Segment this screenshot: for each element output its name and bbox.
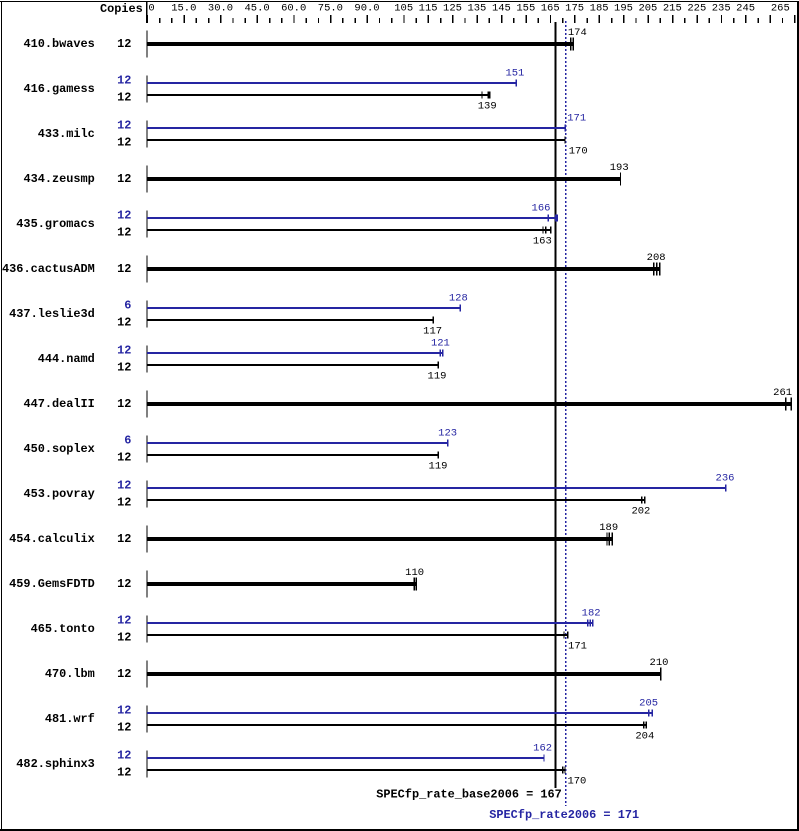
svg-text:Copies: Copies: [100, 2, 143, 16]
svg-text:12: 12: [117, 344, 131, 358]
svg-text:125: 125: [443, 3, 462, 15]
svg-text:12: 12: [117, 119, 131, 133]
svg-text:12: 12: [117, 720, 131, 734]
svg-text:433.milc: 433.milc: [38, 127, 95, 141]
svg-text:12: 12: [117, 704, 131, 718]
svg-text:202: 202: [631, 506, 650, 518]
svg-text:482.sphinx3: 482.sphinx3: [16, 757, 95, 771]
svg-text:75.0: 75.0: [318, 3, 343, 15]
svg-text:12: 12: [117, 37, 131, 51]
svg-text:481.wrf: 481.wrf: [45, 712, 95, 726]
svg-text:175: 175: [565, 3, 584, 15]
svg-text:171: 171: [568, 641, 587, 653]
svg-text:12: 12: [117, 749, 131, 763]
svg-text:12: 12: [117, 262, 131, 276]
svg-text:151: 151: [505, 67, 524, 79]
svg-text:139: 139: [478, 101, 497, 113]
svg-text:15.0: 15.0: [171, 3, 196, 15]
svg-text:215: 215: [663, 3, 682, 15]
svg-text:119: 119: [429, 461, 448, 473]
svg-text:437.leslie3d: 437.leslie3d: [9, 307, 95, 321]
svg-text:60.0: 60.0: [281, 3, 306, 15]
svg-text:6: 6: [124, 299, 131, 313]
svg-text:459.GemsFDTD: 459.GemsFDTD: [9, 577, 95, 591]
svg-text:454.calculix: 454.calculix: [9, 532, 95, 546]
svg-text:435.gromacs: 435.gromacs: [16, 217, 95, 231]
svg-text:12: 12: [117, 614, 131, 628]
svg-text:208: 208: [647, 252, 666, 264]
svg-text:12: 12: [117, 225, 131, 239]
svg-text:185: 185: [590, 3, 609, 15]
svg-text:12: 12: [117, 172, 131, 186]
svg-text:174: 174: [568, 27, 587, 39]
svg-text:450.soplex: 450.soplex: [23, 442, 94, 456]
svg-text:170: 170: [567, 776, 586, 788]
svg-text:434.zeusmp: 434.zeusmp: [23, 172, 94, 186]
svg-text:453.povray: 453.povray: [23, 487, 94, 501]
svg-text:90.0: 90.0: [354, 3, 379, 15]
svg-text:128: 128: [449, 292, 468, 304]
svg-text:447.dealII: 447.dealII: [23, 397, 94, 411]
svg-text:225: 225: [687, 3, 706, 15]
svg-text:105: 105: [394, 3, 413, 15]
svg-text:12: 12: [117, 532, 131, 546]
svg-text:165: 165: [541, 3, 560, 15]
svg-text:265: 265: [771, 3, 790, 15]
svg-text:12: 12: [117, 397, 131, 411]
svg-text:30.0: 30.0: [208, 3, 233, 15]
svg-text:110: 110: [405, 567, 424, 579]
svg-text:12: 12: [117, 630, 131, 644]
svg-text:12: 12: [117, 450, 131, 464]
svg-text:12: 12: [117, 495, 131, 509]
svg-text:204: 204: [635, 731, 654, 743]
svg-text:261: 261: [773, 387, 792, 399]
svg-text:12: 12: [117, 90, 131, 104]
svg-text:235: 235: [712, 3, 731, 15]
svg-text:12: 12: [117, 667, 131, 681]
svg-text:195: 195: [614, 3, 633, 15]
svg-text:115: 115: [419, 3, 438, 15]
svg-text:12: 12: [117, 135, 131, 149]
svg-text:135: 135: [467, 3, 486, 15]
svg-text:436.cactusADM: 436.cactusADM: [2, 262, 95, 276]
svg-text:245: 245: [736, 3, 755, 15]
svg-text:465.tonto: 465.tonto: [31, 622, 95, 636]
svg-text:444.namd: 444.namd: [38, 352, 95, 366]
svg-text:0: 0: [148, 3, 154, 15]
svg-text:119: 119: [428, 371, 447, 383]
svg-text:123: 123: [438, 427, 457, 439]
svg-text:SPECfp_rate_base2006 = 167: SPECfp_rate_base2006 = 167: [376, 787, 562, 801]
svg-text:470.lbm: 470.lbm: [45, 667, 95, 681]
svg-text:182: 182: [582, 607, 601, 619]
svg-text:155: 155: [516, 3, 535, 15]
svg-text:410.bwaves: 410.bwaves: [23, 37, 94, 51]
svg-text:205: 205: [639, 697, 658, 709]
svg-text:189: 189: [599, 522, 618, 534]
svg-text:12: 12: [117, 479, 131, 493]
svg-text:210: 210: [650, 657, 669, 669]
svg-text:12: 12: [117, 577, 131, 591]
svg-text:193: 193: [610, 162, 629, 174]
svg-text:12: 12: [117, 209, 131, 223]
svg-text:205: 205: [638, 3, 657, 15]
svg-text:236: 236: [716, 472, 735, 484]
svg-text:12: 12: [117, 315, 131, 329]
svg-text:117: 117: [423, 326, 442, 338]
svg-text:6: 6: [124, 434, 131, 448]
svg-text:170: 170: [569, 146, 588, 158]
svg-text:163: 163: [533, 236, 552, 248]
svg-text:162: 162: [533, 742, 552, 754]
svg-text:12: 12: [117, 360, 131, 374]
svg-text:SPECfp_rate2006 = 171: SPECfp_rate2006 = 171: [489, 808, 639, 822]
svg-text:145: 145: [492, 3, 511, 15]
svg-text:12: 12: [117, 74, 131, 88]
svg-text:45.0: 45.0: [244, 3, 269, 15]
svg-text:12: 12: [117, 765, 131, 779]
svg-text:416.gamess: 416.gamess: [23, 82, 94, 96]
svg-text:171: 171: [567, 112, 586, 124]
svg-text:121: 121: [431, 337, 450, 349]
svg-text:166: 166: [532, 202, 551, 214]
